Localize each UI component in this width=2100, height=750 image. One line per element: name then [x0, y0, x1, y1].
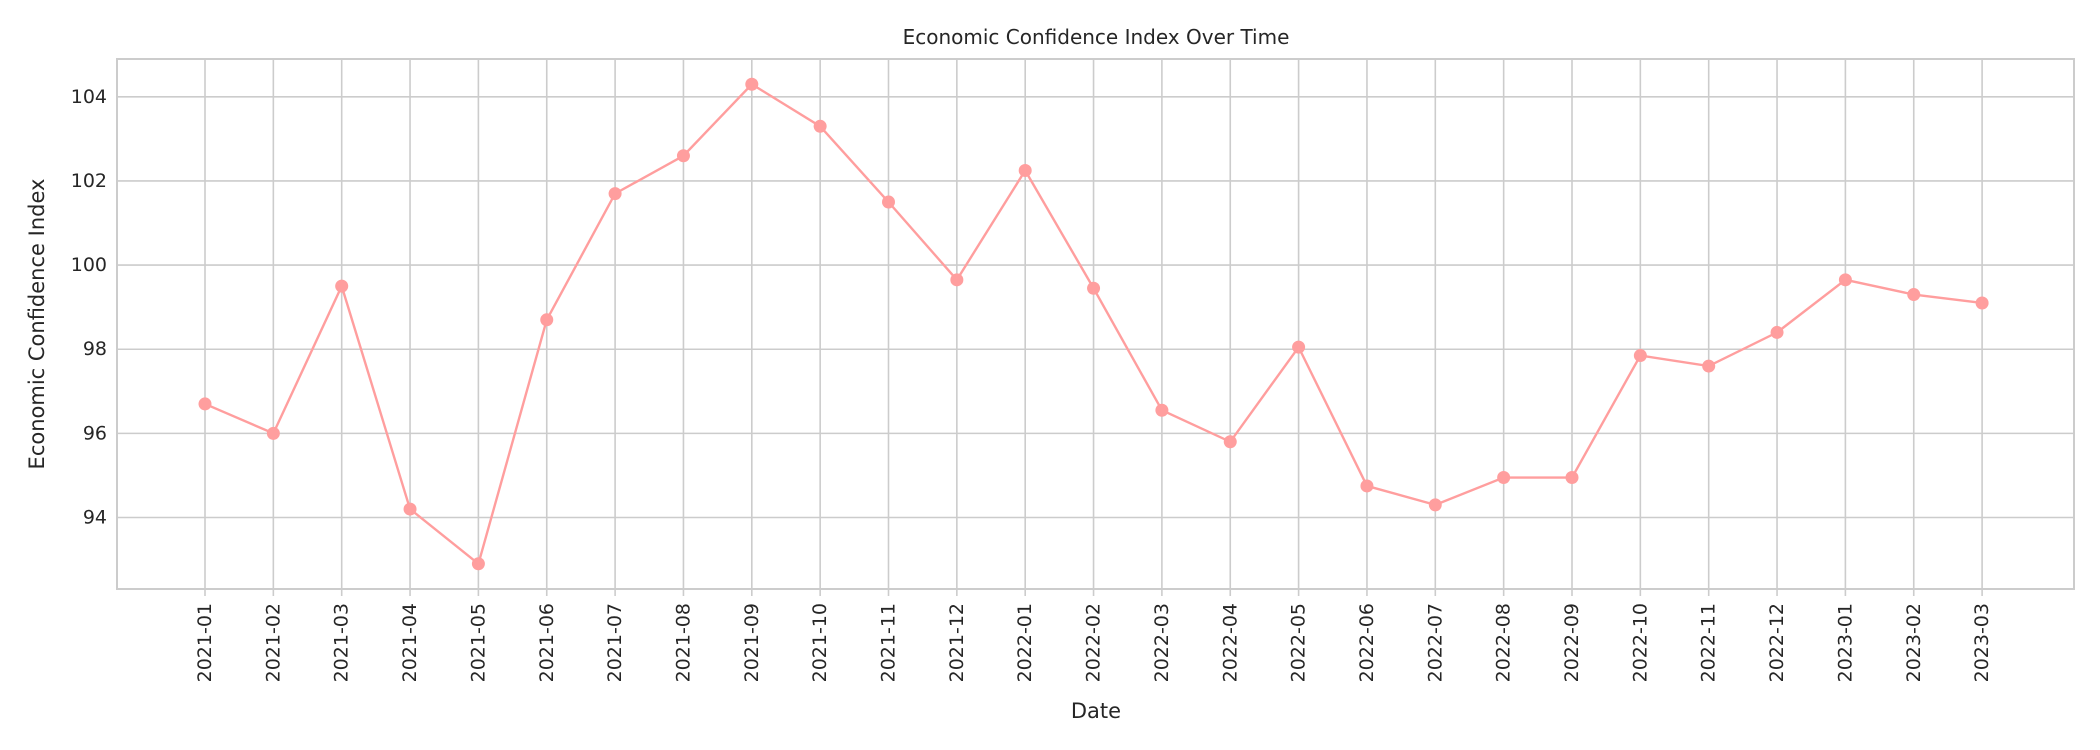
- x-tick-label: 2022-08: [1493, 603, 1515, 682]
- x-tick-label: 2021-06: [536, 603, 558, 682]
- x-tick-label: 2021-09: [741, 603, 763, 682]
- y-tick-label: 98: [83, 338, 107, 360]
- x-tick-label: 2022-05: [1288, 603, 1310, 682]
- data-point: [1087, 281, 1101, 295]
- y-tick-label: 100: [71, 254, 107, 276]
- x-tick-label: 2022-11: [1698, 603, 1720, 682]
- x-tick-label: 2023-02: [1903, 603, 1925, 682]
- data-point: [676, 149, 690, 163]
- data-point: [540, 313, 554, 327]
- data-point: [1360, 479, 1374, 493]
- x-tick-label: 2023-03: [1971, 603, 1993, 682]
- x-tick-label: 2022-12: [1766, 603, 1788, 682]
- y-tick-label: 96: [83, 422, 107, 444]
- y-tick-label: 104: [71, 86, 107, 108]
- data-series: [198, 77, 1989, 571]
- y-tick-label: 94: [83, 506, 107, 528]
- grid-lines: [117, 59, 2074, 589]
- x-tick-label: 2021-08: [672, 603, 694, 682]
- data-point: [1018, 163, 1032, 177]
- data-point: [1770, 325, 1784, 339]
- x-tick-label: 2022-07: [1424, 603, 1446, 682]
- data-point: [471, 557, 485, 571]
- data-point: [198, 397, 212, 411]
- data-point: [950, 273, 964, 287]
- data-point: [335, 279, 349, 293]
- x-tick-label: 2021-07: [604, 603, 626, 682]
- y-tick-label: 102: [71, 170, 107, 192]
- x-tick-label: 2021-01: [194, 603, 216, 682]
- y-axis-ticks: 94 96 98 100 102 104: [71, 86, 107, 529]
- x-axis-label: Date: [1071, 699, 1121, 723]
- y-axis-label: Economic Confidence Index: [25, 179, 49, 470]
- x-tick-label: 2022-06: [1356, 603, 1378, 682]
- x-tick-label: 2021-10: [809, 603, 831, 682]
- x-tick-label: 2022-09: [1561, 603, 1583, 682]
- data-point: [608, 187, 622, 201]
- data-point: [266, 426, 280, 440]
- data-point: [1975, 296, 1989, 310]
- x-tick-label: 2021-12: [946, 603, 968, 682]
- x-tick-label: 2023-01: [1834, 603, 1856, 682]
- x-tick-label: 2022-02: [1083, 603, 1105, 682]
- plot-frame: [116, 58, 2075, 590]
- x-tick-label: 2021-04: [399, 603, 421, 682]
- x-tick-label: 2022-03: [1151, 603, 1173, 682]
- x-tick-label: 2021-02: [262, 603, 284, 682]
- data-point: [1223, 435, 1237, 449]
- data-point: [1497, 471, 1511, 485]
- x-tick-label: 2021-03: [331, 603, 353, 682]
- data-point: [1292, 340, 1306, 354]
- chart-title: Economic Confidence Index Over Time: [903, 25, 1290, 49]
- x-axis-ticks: 2021-01 2021-02 2021-03 2021-04 2021-05 2021-…: [194, 589, 1993, 682]
- data-point: [1428, 498, 1442, 512]
- data-point: [1702, 359, 1716, 373]
- data-point: [882, 195, 895, 209]
- x-tick-label: 2022-04: [1219, 603, 1241, 682]
- x-tick-label: 2022-10: [1629, 603, 1651, 682]
- data-point: [1907, 288, 1921, 302]
- data-point: [403, 502, 417, 516]
- data-point: [813, 119, 827, 133]
- data-point: [745, 77, 759, 91]
- data-point: [1838, 273, 1852, 287]
- data-point: [1155, 403, 1169, 417]
- x-tick-label: 2022-01: [1014, 603, 1036, 682]
- data-point: [1633, 349, 1647, 363]
- data-point: [1565, 471, 1579, 485]
- x-tick-label: 2021-11: [878, 603, 900, 682]
- x-tick-label: 2021-05: [467, 603, 489, 682]
